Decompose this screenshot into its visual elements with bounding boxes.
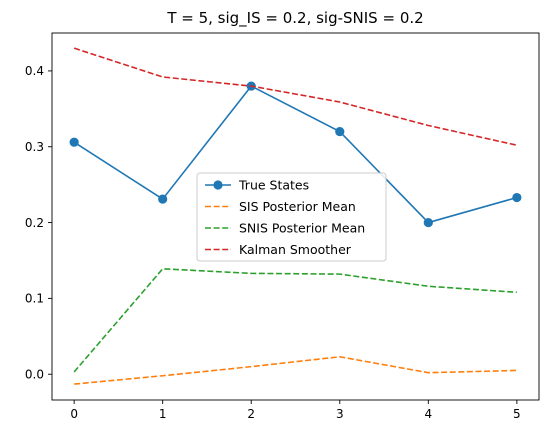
data-point (335, 126, 345, 137)
legend-label: SNIS Posterior Mean (239, 221, 365, 236)
data-point (423, 217, 433, 228)
x-tick-label: 3 (336, 407, 344, 421)
y-tick-label: 0.1 (25, 292, 44, 306)
x-tick-label: 5 (513, 407, 521, 421)
y-tick-label: 0.0 (25, 368, 44, 382)
y-tick-label: 0.2 (25, 216, 44, 230)
legend-marker (213, 180, 223, 190)
plot-area: 0 1 2 3 4 5 0.0 0.1 0.2 0.3 0.4 (25, 32, 540, 421)
series-line-0 (73, 85, 518, 224)
data-point (158, 194, 168, 204)
y-tick-label: 0.4 (25, 64, 44, 78)
data-point (512, 192, 522, 203)
x-tick-label: 2 (247, 407, 255, 421)
x-tick-label: 1 (159, 407, 167, 421)
data-point (69, 137, 79, 147)
series-line-2 (73, 268, 517, 373)
legend-box (196, 172, 387, 262)
legend-label: SIS Posterior Mean (239, 199, 356, 214)
legend: True States SIS Posterior Mean SNIS Poster… (196, 172, 387, 262)
series-line-3 (73, 47, 518, 147)
y-tick-label: 0.3 (25, 140, 44, 154)
axes-frame (51, 32, 540, 401)
legend-label: Kalman Smoother (239, 242, 352, 257)
x-tick-label: 4 (424, 407, 432, 421)
chart-title: T = 5, sig_IS = 0.2, sig-SNIS = 0.2 (166, 9, 423, 28)
x-tick-label: 0 (70, 407, 78, 421)
legend-label: True States (238, 178, 309, 193)
series-line-1 (74, 355, 517, 385)
